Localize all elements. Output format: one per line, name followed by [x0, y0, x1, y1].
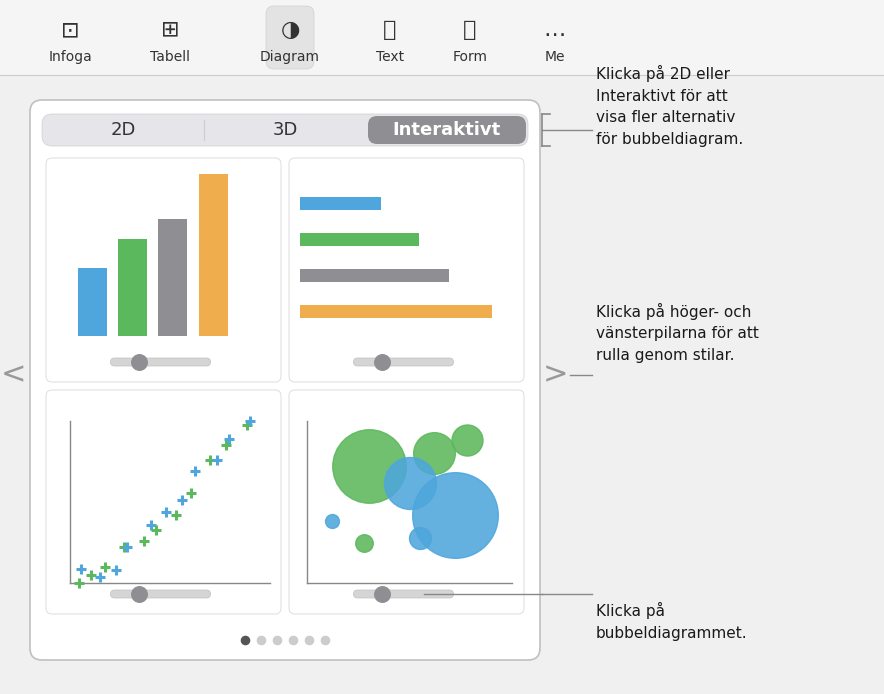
Bar	[300, 269, 449, 282]
Point	[357, 537, 371, 548]
Text: Ⓐ: Ⓐ	[384, 20, 397, 40]
Text: Text: Text	[376, 50, 404, 64]
Text: Form: Form	[453, 50, 487, 64]
Bar	[0, 0, 884, 75]
Bar	[118, 239, 148, 336]
Text: ⧉: ⧉	[463, 20, 476, 40]
Point	[375, 589, 389, 600]
Point	[286, 634, 300, 645]
FancyBboxPatch shape	[30, 100, 540, 660]
FancyBboxPatch shape	[289, 158, 524, 382]
Text: 3D: 3D	[272, 121, 298, 139]
Point	[413, 532, 427, 543]
FancyBboxPatch shape	[368, 116, 526, 144]
Text: Klicka på
bubbeldiagrammet.: Klicka på bubbeldiagrammet.	[596, 602, 748, 641]
Text: Tabell: Tabell	[150, 50, 190, 64]
Bar	[300, 305, 492, 318]
Text: Me: Me	[545, 50, 565, 64]
FancyBboxPatch shape	[266, 6, 314, 69]
Point	[324, 516, 339, 527]
Point	[460, 435, 474, 446]
Text: <: <	[1, 360, 27, 389]
Point	[362, 461, 376, 472]
Text: Infoga: Infoga	[48, 50, 92, 64]
Text: Diagram: Diagram	[260, 50, 320, 64]
Text: 2D: 2D	[110, 121, 135, 139]
Text: ⊞: ⊞	[161, 20, 179, 40]
Point	[270, 634, 284, 645]
FancyBboxPatch shape	[289, 390, 524, 614]
Point	[238, 634, 252, 645]
Bar	[78, 268, 107, 336]
Point	[447, 509, 461, 520]
Bar	[300, 197, 381, 210]
FancyBboxPatch shape	[354, 590, 453, 598]
Bar	[158, 219, 187, 336]
Text: ⊡: ⊡	[61, 20, 80, 40]
FancyBboxPatch shape	[46, 390, 281, 614]
Bar	[199, 174, 227, 336]
Point	[302, 634, 316, 645]
Text: Klicka på 2D eller
Interaktivt för att
visa fler alternativ
för bubbeldiagram.: Klicka på 2D eller Interaktivt för att v…	[596, 65, 743, 147]
Point	[375, 357, 389, 368]
FancyBboxPatch shape	[42, 114, 528, 146]
FancyBboxPatch shape	[46, 158, 281, 382]
Text: …: …	[544, 20, 566, 40]
Point	[402, 477, 416, 488]
Bar	[300, 233, 419, 246]
Text: Klicka på höger- och
vänsterpilarna för att
rulla genom stilar.: Klicka på höger- och vänsterpilarna för …	[596, 303, 758, 363]
Text: ◑: ◑	[280, 20, 300, 40]
Point	[318, 634, 332, 645]
FancyBboxPatch shape	[110, 590, 210, 598]
Point	[132, 589, 146, 600]
FancyBboxPatch shape	[354, 358, 453, 366]
Text: >: >	[544, 360, 568, 389]
Point	[427, 448, 441, 459]
Point	[132, 357, 146, 368]
Text: Interaktivt: Interaktivt	[392, 121, 501, 139]
FancyBboxPatch shape	[110, 358, 210, 366]
Point	[254, 634, 268, 645]
